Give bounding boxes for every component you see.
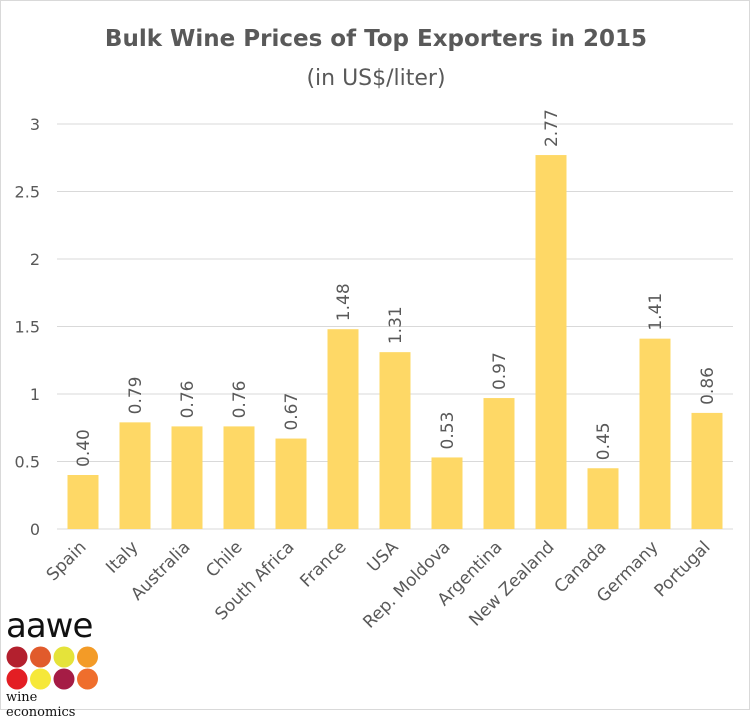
bar xyxy=(67,475,99,529)
bar xyxy=(379,352,411,529)
bar xyxy=(639,338,671,529)
bar xyxy=(119,422,151,529)
data-label: 1.31 xyxy=(386,306,406,344)
logo-dot xyxy=(77,668,98,690)
data-label: 0.76 xyxy=(230,381,250,419)
logo-wordmark: aawe xyxy=(6,606,93,646)
x-tick-label: USA xyxy=(364,537,403,576)
logo-dot xyxy=(30,668,51,690)
data-label: 0.76 xyxy=(178,381,198,419)
data-label: 0.53 xyxy=(438,412,458,450)
data-label: 0.86 xyxy=(698,367,718,405)
x-tick-label: Chile xyxy=(202,537,246,581)
bar xyxy=(275,438,307,529)
data-label: 0.45 xyxy=(594,422,614,460)
data-label: 2.77 xyxy=(542,109,562,147)
data-label: 0.97 xyxy=(490,352,510,390)
logo-dots-icon xyxy=(6,646,98,690)
data-label: 0.79 xyxy=(126,376,146,414)
x-tick-label: Italy xyxy=(102,537,142,577)
y-tick-label: 1.5 xyxy=(15,318,40,337)
x-tick-label: Portugal xyxy=(651,537,715,601)
chart-title: Bulk Wine Prices of Top Exporters in 201… xyxy=(104,26,648,52)
data-label: 0.67 xyxy=(282,393,302,431)
y-tick-label: 0.5 xyxy=(15,453,40,472)
logo-dot xyxy=(6,668,28,690)
y-tick-label: 2 xyxy=(30,250,40,269)
y-tick-label: 2.5 xyxy=(15,183,40,202)
bar xyxy=(327,329,359,529)
y-tick-label: 0 xyxy=(30,520,40,539)
logo-dot xyxy=(53,668,75,690)
chart-subtitle: (in US$/liter) xyxy=(306,66,446,91)
bar xyxy=(691,412,723,529)
bar xyxy=(171,426,203,529)
bar xyxy=(431,457,463,529)
bar xyxy=(587,468,619,529)
y-tick-label: 3 xyxy=(30,115,40,134)
data-label: 1.48 xyxy=(334,283,354,321)
aawe-logo: aawe wine economics xyxy=(6,606,106,720)
logo-dot xyxy=(77,646,98,668)
bar xyxy=(535,155,567,530)
x-tick-label: France xyxy=(296,537,350,591)
logo-dot xyxy=(53,646,75,668)
logo-dot xyxy=(6,646,28,668)
logo-dot xyxy=(30,646,51,668)
data-label: 0.40 xyxy=(74,429,94,467)
logo-tagline: wine economics xyxy=(6,690,76,720)
data-label: 1.41 xyxy=(646,293,666,331)
bar xyxy=(223,426,255,529)
x-tick-label: Spain xyxy=(43,537,91,585)
y-tick-label: 1 xyxy=(30,385,40,404)
bar xyxy=(483,398,515,529)
